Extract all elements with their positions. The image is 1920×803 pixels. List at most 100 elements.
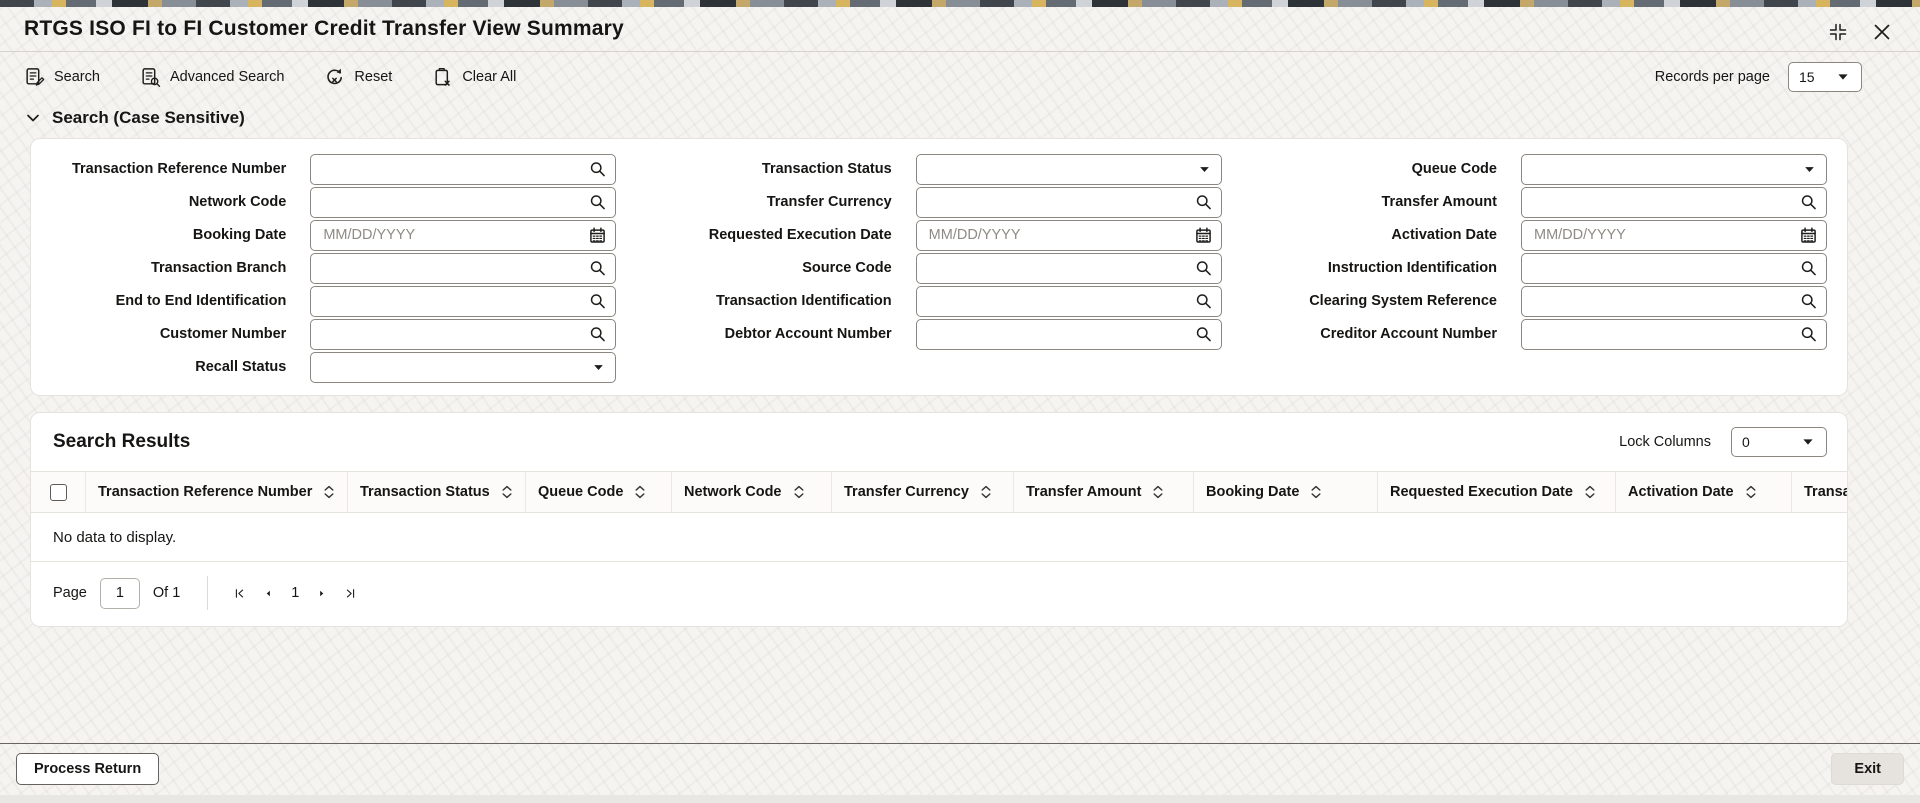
column-header-activation-date[interactable]: Activation Date xyxy=(1615,472,1791,512)
search-icon[interactable] xyxy=(1800,194,1817,211)
dropdown-arrow-icon[interactable] xyxy=(1802,162,1817,177)
debtor-account-number-input[interactable] xyxy=(915,318,1222,350)
text-input[interactable] xyxy=(321,253,584,283)
search-icon[interactable] xyxy=(1800,326,1817,343)
lock-columns-select[interactable]: 0 xyxy=(1731,427,1827,457)
restore-window-icon[interactable] xyxy=(1828,22,1848,42)
column-header-transfer-currency[interactable]: Transfer Currency xyxy=(831,472,1013,512)
results-title: Search Results xyxy=(53,431,191,452)
sort-icon[interactable] xyxy=(1744,484,1758,500)
text-input[interactable] xyxy=(321,154,584,184)
transaction-identification-input[interactable] xyxy=(915,285,1222,317)
calendar-icon[interactable] xyxy=(1800,227,1817,244)
column-header-transaction-reference-number[interactable]: Transaction Reference Number xyxy=(85,472,347,512)
booking-date-input[interactable] xyxy=(310,219,617,251)
text-input[interactable] xyxy=(926,253,1189,283)
search-icon[interactable] xyxy=(1195,194,1212,211)
calendar-icon[interactable] xyxy=(1195,227,1212,244)
creditor-account-number-input[interactable] xyxy=(1520,318,1827,350)
column-header-transaction-status[interactable]: Transaction Status xyxy=(347,472,525,512)
transfer-amount-input[interactable] xyxy=(1520,186,1827,218)
sort-icon[interactable] xyxy=(979,484,993,500)
transaction-status-select[interactable] xyxy=(915,153,1222,185)
date-input[interactable] xyxy=(1531,220,1794,250)
sort-icon[interactable] xyxy=(1583,484,1597,500)
dropdown-arrow-icon[interactable] xyxy=(1197,162,1212,177)
column-header-truncated[interactable]: Transa xyxy=(1791,472,1847,512)
next-page-icon[interactable] xyxy=(314,586,329,601)
clear-all-button[interactable]: Clear All xyxy=(432,67,516,88)
page-title: RTGS ISO FI to FI Customer Credit Transf… xyxy=(24,17,624,40)
advanced-search-button[interactable]: Advanced Search xyxy=(140,67,284,88)
search-icon[interactable] xyxy=(589,260,606,277)
sort-icon[interactable] xyxy=(500,484,514,500)
sort-icon[interactable] xyxy=(633,484,647,500)
search-icon[interactable] xyxy=(589,194,606,211)
calendar-icon[interactable] xyxy=(589,227,606,244)
sort-icon[interactable] xyxy=(792,484,806,500)
search-icon[interactable] xyxy=(1800,260,1817,277)
transaction-reference-number-input[interactable] xyxy=(310,153,617,185)
field-network-code: Network Code xyxy=(57,186,617,218)
text-input[interactable] xyxy=(321,319,584,349)
column-label: Transa xyxy=(1804,484,1847,500)
transaction-branch-input[interactable] xyxy=(310,252,617,284)
network-code-input[interactable] xyxy=(310,186,617,218)
field-label: Transaction Identification xyxy=(716,293,892,309)
column-header-transfer-amount[interactable]: Transfer Amount xyxy=(1013,472,1193,512)
text-input[interactable] xyxy=(1531,319,1794,349)
collapse-chevron-icon[interactable] xyxy=(24,109,42,127)
search-button[interactable]: Search xyxy=(24,67,100,88)
clear-all-button-label: Clear All xyxy=(462,69,517,85)
search-icon[interactable] xyxy=(1195,260,1212,277)
search-section-header[interactable]: Search (Case Sensitive) xyxy=(24,108,1920,128)
recall-status-select[interactable] xyxy=(310,351,617,383)
process-return-button[interactable]: Process Return xyxy=(16,753,160,785)
search-icon[interactable] xyxy=(1800,293,1817,310)
end-to-end-identification-input[interactable] xyxy=(310,285,617,317)
field-clearing-system-reference: Clearing System Reference xyxy=(1268,285,1827,317)
clearing-system-reference-input[interactable] xyxy=(1520,285,1827,317)
text-input[interactable] xyxy=(926,187,1189,217)
customer-number-input[interactable] xyxy=(310,318,617,350)
search-icon[interactable] xyxy=(589,161,606,178)
column-header-network-code[interactable]: Network Code xyxy=(671,472,831,512)
date-input[interactable] xyxy=(321,220,584,250)
sort-icon[interactable] xyxy=(1151,484,1165,500)
queue-code-select[interactable] xyxy=(1520,153,1827,185)
close-icon[interactable] xyxy=(1872,22,1892,42)
first-page-icon[interactable] xyxy=(231,585,248,602)
instruction-identification-input[interactable] xyxy=(1520,252,1827,284)
text-input[interactable] xyxy=(321,187,584,217)
date-input[interactable] xyxy=(926,220,1189,250)
page-number-input[interactable] xyxy=(99,577,140,609)
reset-button[interactable]: Reset xyxy=(324,67,392,88)
sort-icon[interactable] xyxy=(1309,484,1323,500)
text-input[interactable] xyxy=(926,319,1189,349)
column-header-requested-execution-date[interactable]: Requested Execution Date xyxy=(1377,472,1615,512)
requested-execution-date-input[interactable] xyxy=(915,219,1222,251)
last-page-icon[interactable] xyxy=(342,585,359,602)
column-header-booking-date[interactable]: Booking Date xyxy=(1193,472,1377,512)
text-input[interactable] xyxy=(321,286,584,316)
select-all-checkbox[interactable] xyxy=(49,483,67,501)
records-per-page-select[interactable]: 15 xyxy=(1788,62,1862,92)
text-input[interactable] xyxy=(1531,253,1794,283)
source-code-input[interactable] xyxy=(915,252,1222,284)
previous-page-icon[interactable] xyxy=(261,586,276,601)
search-icon[interactable] xyxy=(1195,326,1212,343)
text-input[interactable] xyxy=(1531,187,1794,217)
activation-date-input[interactable] xyxy=(1520,219,1827,251)
search-icon[interactable] xyxy=(589,326,606,343)
transfer-currency-input[interactable] xyxy=(915,186,1222,218)
column-header-queue-code[interactable]: Queue Code xyxy=(525,472,671,512)
current-page-number[interactable]: 1 xyxy=(291,585,300,601)
text-input[interactable] xyxy=(1531,286,1794,316)
search-icon[interactable] xyxy=(589,293,606,310)
dropdown-arrow-icon[interactable] xyxy=(591,360,606,375)
search-icon[interactable] xyxy=(1195,293,1212,310)
sort-icon[interactable] xyxy=(322,484,336,500)
field-transfer-amount: Transfer Amount xyxy=(1268,186,1827,218)
exit-button[interactable]: Exit xyxy=(1831,753,1904,785)
text-input[interactable] xyxy=(926,286,1189,316)
